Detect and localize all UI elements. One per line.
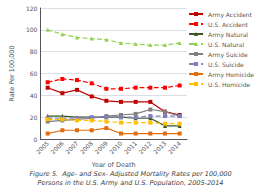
svg-text:Persons in the U.S. Army and U: Persons in the U.S. Army and U.S. Popula… <box>37 179 223 187</box>
svg-text:Figure 5. Age- and Sex- Adjus: Figure 5. Age- and Sex- Adjusted Mortali… <box>29 170 231 178</box>
svg-text:Army Natural: Army Natural <box>208 31 248 39</box>
svg-text:100: 100 <box>26 26 38 33</box>
svg-text:U.S. Suicide: U.S. Suicide <box>208 61 244 68</box>
svg-text:20: 20 <box>30 114 38 121</box>
svg-text:2013: 2013 <box>152 139 168 155</box>
svg-text:2014: 2014 <box>166 139 182 155</box>
svg-text:Army Homicide: Army Homicide <box>208 71 254 79</box>
svg-text:Army Accident: Army Accident <box>208 11 252 19</box>
svg-text:U.S. Accident: U.S. Accident <box>208 21 248 28</box>
svg-text:120: 120 <box>26 5 38 12</box>
svg-text:Year of Death: Year of Death <box>91 161 136 169</box>
svg-text:2010: 2010 <box>108 139 124 155</box>
svg-text:80: 80 <box>30 48 38 55</box>
svg-text:2008: 2008 <box>78 139 94 155</box>
svg-text:U.S. Homicide: U.S. Homicide <box>208 81 250 88</box>
svg-text:2009: 2009 <box>93 139 109 155</box>
svg-text:2006: 2006 <box>49 139 65 155</box>
svg-text:2012: 2012 <box>137 139 153 155</box>
svg-text:40: 40 <box>30 92 38 99</box>
svg-text:U.S. Natural: U.S. Natural <box>208 41 244 48</box>
svg-text:2007: 2007 <box>64 139 80 155</box>
svg-text:0: 0 <box>34 136 38 143</box>
svg-text:Army Suicide: Army Suicide <box>208 51 248 59</box>
svg-text:2011: 2011 <box>122 139 138 155</box>
svg-text:Rate Per 100,000: Rate Per 100,000 <box>8 45 16 101</box>
svg-text:2005: 2005 <box>34 139 50 155</box>
svg-text:60: 60 <box>30 70 38 77</box>
